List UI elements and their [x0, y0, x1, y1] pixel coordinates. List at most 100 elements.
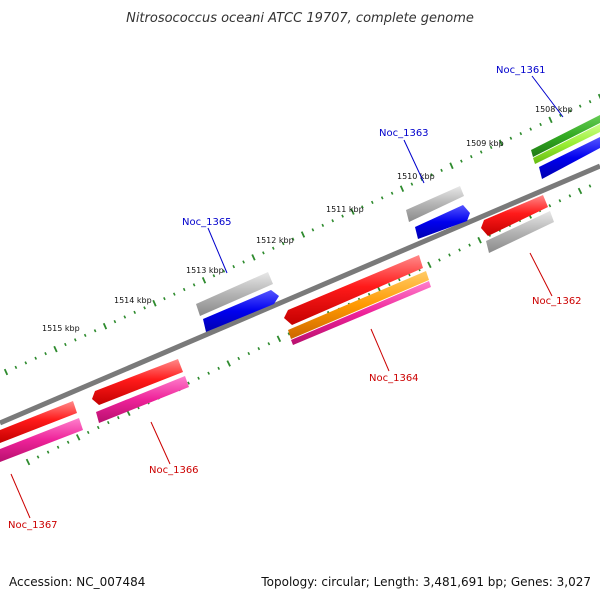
map-title: Nitrosococcus oceani ATCC 19707, complet… [126, 11, 474, 26]
outer-scale-major-tick [53, 345, 58, 353]
outer-scale-minor-tick [509, 136, 513, 140]
genome-summary-text: Topology: circular; Length: 3,481,691 bp… [260, 575, 591, 589]
gene-bar-lightgreen[interactable] [533, 124, 600, 164]
feature-noc-1362[interactable] [481, 195, 554, 253]
inner-scale-minor-tick [36, 455, 40, 459]
inner-scale-minor-tick [116, 416, 120, 420]
outer-scale-minor-tick [291, 237, 295, 241]
outer-scale-minor-tick [64, 342, 67, 347]
leader-line-noc-1365 [207, 227, 228, 274]
outer-scale-minor-tick [519, 132, 523, 136]
inner-scale-minor-tick [548, 204, 552, 208]
outer-scale-minor-tick [232, 264, 236, 269]
outer-scale-minor-tick [331, 219, 335, 223]
inner-scale-minor-tick [397, 278, 401, 282]
gene-bar-red[interactable] [0, 401, 77, 443]
inner-scale-minor-tick [267, 342, 271, 346]
outer-scale-major-tick [449, 162, 454, 170]
inner-scale-minor-tick [387, 282, 391, 287]
outer-scale-minor-tick [410, 182, 414, 186]
scale-ticks-outer [3, 93, 600, 376]
inner-scale-minor-tick [187, 381, 190, 385]
inner-scale-minor-tick [458, 248, 461, 252]
outer-scale-minor-tick [83, 333, 87, 337]
inner-scale-major-tick [276, 335, 282, 343]
outer-scale-minor-tick [34, 356, 38, 360]
inner-scale-minor-tick [558, 199, 562, 203]
gene-label-noc-1367[interactable]: Noc_1367 [8, 520, 58, 531]
leader-line-noc-1366 [150, 421, 171, 465]
inner-scale-major-tick [427, 261, 432, 269]
genome-backbone [0, 163, 600, 426]
gene-label-noc-1362[interactable]: Noc_1362 [532, 296, 582, 307]
inner-scale-major-tick [477, 236, 482, 244]
inner-scale-major-tick [25, 458, 31, 466]
gene-bar-orange[interactable] [288, 271, 429, 339]
outer-scale-major-tick [399, 185, 405, 192]
outer-scale-minor-tick [539, 122, 542, 127]
outer-scale-minor-tick [24, 361, 28, 365]
gene-arrow-blue[interactable] [203, 290, 279, 332]
outer-scale-minor-tick [440, 168, 443, 172]
outer-scale-minor-tick [568, 109, 572, 113]
gene-bar-pink[interactable] [96, 376, 189, 423]
gene-bar-gray[interactable] [196, 272, 273, 316]
outer-scale-minor-tick [588, 99, 592, 104]
kbp-label-1511: 1511 kbp [326, 205, 364, 214]
gene-arrow-red[interactable] [92, 359, 183, 405]
outer-scale-minor-tick [182, 287, 186, 292]
gene-arrow-red[interactable] [481, 195, 548, 236]
gene-bar-pink[interactable] [0, 418, 83, 462]
feature-noc-1364[interactable] [284, 255, 431, 345]
inner-scale-major-tick [75, 434, 81, 441]
gene-bar-pink[interactable] [291, 281, 431, 345]
outer-scale-minor-tick [341, 214, 344, 218]
outer-scale-minor-tick [113, 319, 117, 324]
kbp-label-1510: 1510 kbp [397, 172, 435, 181]
outer-scale-minor-tick [14, 365, 18, 370]
kbp-label-1514: 1514 kbp [114, 296, 152, 305]
inner-scale-minor-tick [468, 243, 471, 247]
feature-noc-1361[interactable] [531, 115, 600, 179]
inner-scale-major-tick [226, 360, 231, 367]
outer-scale-minor-tick [311, 228, 315, 232]
gene-arrow-green[interactable] [531, 115, 600, 157]
outer-scale-minor-tick [133, 310, 137, 315]
inner-scale-major-tick [577, 187, 583, 195]
outer-scale-minor-tick [212, 274, 216, 278]
gene-label-noc-1363[interactable]: Noc_1363 [379, 128, 429, 139]
outer-scale-minor-tick [262, 251, 265, 255]
gene-bar-gray[interactable] [486, 211, 554, 253]
gene-arrow-blue[interactable] [415, 205, 470, 239]
outer-scale-minor-tick [172, 292, 176, 296]
outer-scale-minor-tick [222, 269, 226, 273]
outer-scale-major-tick [3, 368, 9, 376]
outer-scale-major-tick [102, 322, 108, 330]
feature-noc-1365[interactable] [196, 272, 279, 332]
gene-label-noc-1364[interactable]: Noc_1364 [369, 373, 419, 384]
inner-scale-minor-tick [448, 253, 451, 257]
gene-bar-gray[interactable] [406, 186, 464, 222]
gene-label-noc-1361[interactable]: Noc_1361 [496, 65, 546, 76]
outer-scale-minor-tick [271, 246, 275, 250]
gene-label-noc-1366[interactable]: Noc_1366 [149, 465, 199, 476]
inner-scale-minor-tick [207, 371, 211, 375]
outer-scale-minor-tick [469, 154, 473, 159]
gene-bar-blue[interactable] [539, 137, 600, 179]
inner-scale-minor-tick [247, 351, 251, 356]
outer-scale-minor-tick [163, 297, 166, 301]
feature-noc-1367[interactable] [0, 401, 83, 462]
kbp-label-1513: 1513 kbp [186, 266, 224, 275]
feature-noc-1363[interactable] [406, 186, 470, 239]
inner-scale-minor-tick [106, 420, 110, 425]
feature-noc-1366[interactable] [92, 359, 189, 423]
inner-scale-minor-tick [66, 440, 70, 444]
kbp-label-1509: 1509 kbp [466, 139, 504, 148]
inner-scale-minor-tick [287, 332, 291, 336]
inner-scale-minor-tick [438, 258, 441, 262]
leader-line-noc-1362 [529, 252, 553, 297]
gene-label-noc-1365[interactable]: Noc_1365 [182, 217, 232, 228]
outer-scale-minor-tick [123, 315, 127, 319]
gene-arrow-red[interactable] [284, 255, 423, 325]
